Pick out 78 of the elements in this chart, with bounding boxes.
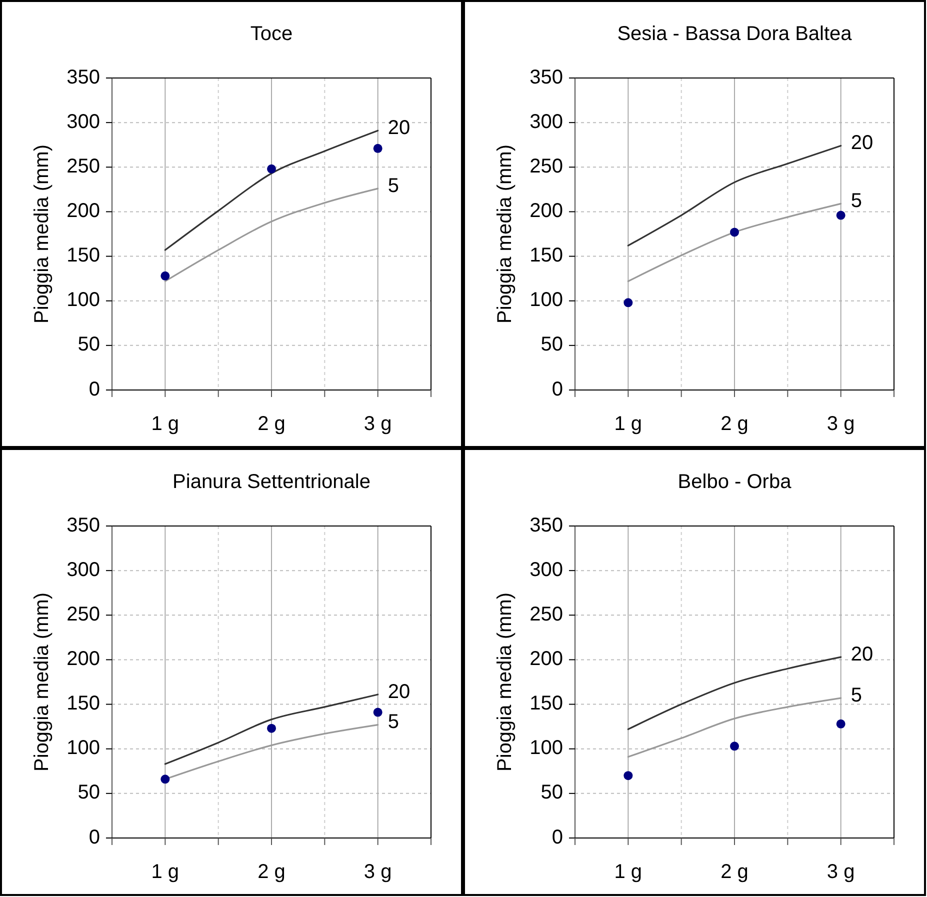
y-axis-title: Pioggia media (mm)	[494, 144, 516, 324]
y-tick-label: 0	[88, 378, 100, 400]
x-tick-label: 3 g	[826, 413, 855, 435]
y-tick-label: 250	[530, 155, 563, 178]
y-tick-label: 350	[66, 514, 100, 536]
x-tick-label: 1 g	[614, 413, 642, 435]
y-tick-label: 150	[66, 692, 100, 715]
y-tick-label: 50	[78, 334, 100, 356]
y-tick-label: 50	[540, 334, 563, 356]
y-tick-label: 300	[66, 558, 100, 581]
y-tick-label: 50	[540, 782, 563, 804]
y-axis-title: Pioggia media (mm)	[494, 592, 516, 772]
point	[160, 271, 170, 280]
series-label: 20	[850, 132, 874, 154]
x-tick-label: 1 g	[151, 861, 180, 883]
series-label: 5	[850, 190, 862, 212]
line-series	[627, 144, 842, 246]
chart-title: Pianura Settentrionale	[172, 471, 370, 493]
y-tick-label: 300	[66, 110, 100, 133]
x-tick-label: 3 g	[826, 861, 855, 883]
chart-title: Sesia - Bassa Dora Baltea	[617, 23, 853, 45]
y-tick-label: 200	[66, 648, 100, 670]
y-axis-title: Pioggia media (mm)	[31, 144, 53, 324]
x-tick-label: 1 g	[614, 861, 642, 883]
series-label: 20	[388, 680, 410, 703]
y-tick-label: 200	[66, 200, 100, 222]
y-tick-label: 150	[530, 244, 563, 267]
point	[836, 719, 846, 728]
y-tick-label: 300	[530, 110, 563, 133]
line-series	[627, 202, 842, 282]
x-tick-label: 2 g	[258, 413, 286, 435]
chart-title: Toce	[250, 23, 293, 45]
line-series	[164, 130, 379, 251]
y-tick-label: 100	[530, 737, 563, 760]
y-tick-label: 100	[66, 289, 100, 312]
point	[836, 210, 846, 220]
point	[624, 298, 633, 308]
chart-title: Belbo - Orba	[678, 471, 792, 493]
series-label: 5	[388, 174, 399, 197]
y-tick-label: 200	[530, 648, 563, 670]
y-tick-label: 300	[530, 558, 563, 581]
series-label: 20	[850, 643, 874, 666]
y-tick-label: 0	[88, 826, 100, 848]
x-tick-label: 2 g	[258, 861, 286, 883]
x-tick-label: 2 g	[720, 861, 748, 883]
y-axis-title: Pioggia media (mm)	[31, 592, 53, 772]
point	[373, 144, 382, 153]
x-tick-label: 3 g	[364, 861, 392, 883]
y-tick-label: 350	[530, 514, 563, 536]
point	[160, 774, 170, 784]
y-tick-label: 250	[530, 603, 563, 626]
y-tick-label: 250	[66, 155, 100, 178]
point	[730, 228, 739, 237]
point	[730, 742, 739, 751]
point	[373, 708, 382, 717]
y-tick-label: 50	[78, 782, 100, 804]
series-label: 20	[388, 116, 410, 139]
line-series	[164, 694, 379, 765]
series-label: 5	[388, 711, 399, 734]
point	[624, 771, 633, 780]
series-label: 5	[850, 684, 862, 706]
y-tick-label: 150	[530, 692, 563, 715]
point	[267, 164, 276, 174]
y-tick-label: 200	[530, 200, 563, 222]
point	[267, 724, 276, 733]
line-series	[627, 656, 842, 730]
y-tick-label: 350	[66, 66, 100, 88]
y-tick-label: 0	[552, 826, 563, 848]
x-tick-label: 3 g	[364, 413, 392, 435]
y-tick-label: 150	[66, 244, 100, 267]
y-tick-label: 100	[530, 289, 563, 312]
y-tick-label: 0	[552, 378, 563, 400]
y-tick-label: 100	[66, 737, 100, 760]
x-tick-label: 2 g	[720, 413, 748, 435]
y-tick-label: 250	[66, 603, 100, 626]
y-tick-label: 350	[530, 66, 563, 88]
line-series	[627, 697, 842, 758]
x-tick-label: 1 g	[151, 413, 180, 435]
